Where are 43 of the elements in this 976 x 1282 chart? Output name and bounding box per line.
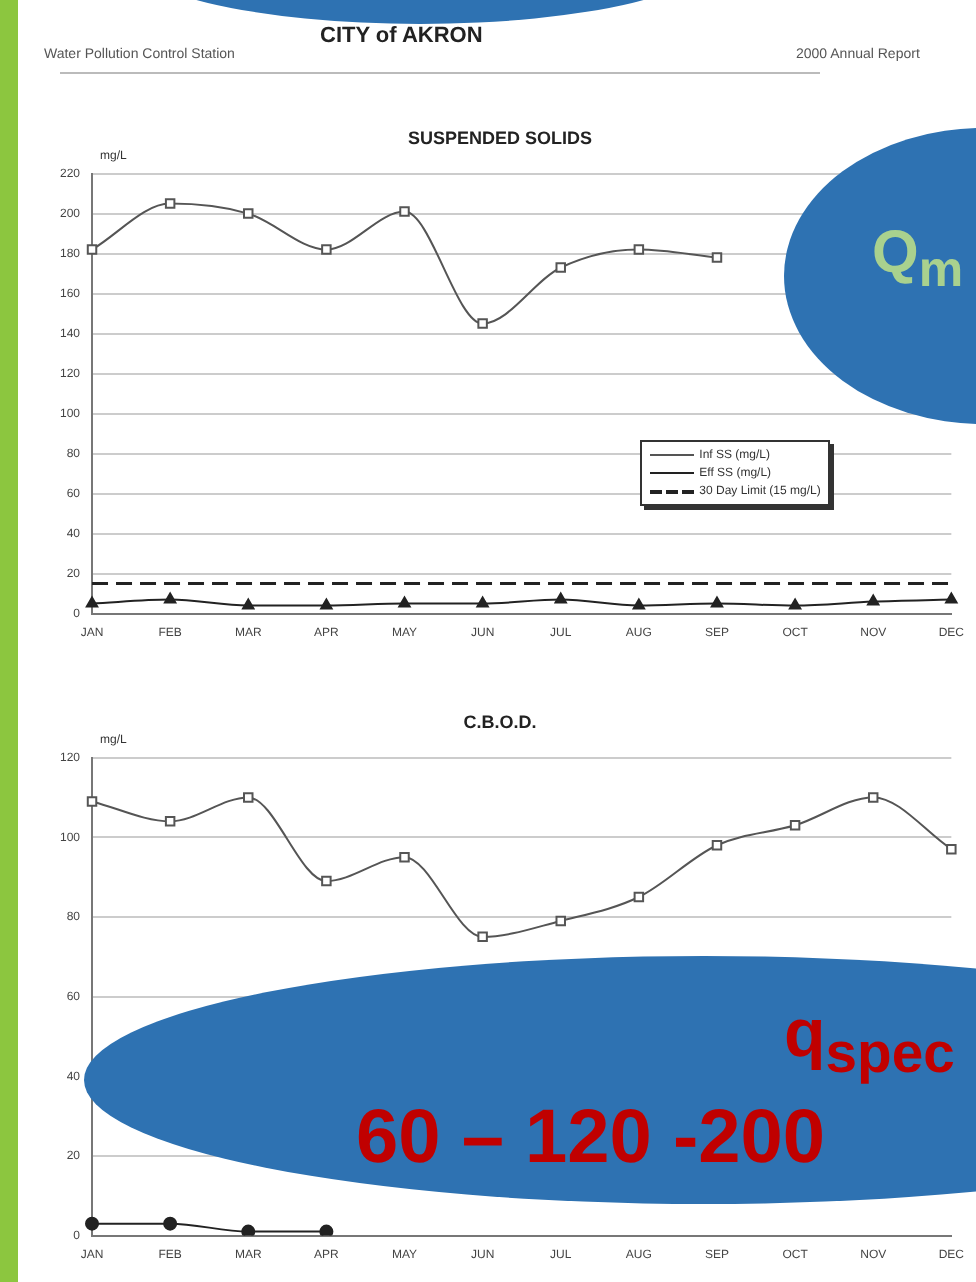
- point: [789, 820, 801, 831]
- chart-title: SUSPENDED SOLIDS: [407, 127, 593, 148]
- point: [867, 594, 880, 606]
- point: [243, 792, 254, 803]
- point: [399, 206, 410, 217]
- point: [945, 592, 958, 604]
- point: [242, 598, 255, 610]
- point: [398, 596, 411, 608]
- point: [477, 931, 488, 943]
- annotation: Q$_{m}$: [872, 220, 964, 298]
- annotation: q$_{spec}$: [784, 996, 955, 1086]
- point: [476, 596, 489, 608]
- point: [555, 915, 566, 927]
- point: [241, 1224, 256, 1236]
- point: [243, 208, 254, 219]
- point: [86, 796, 98, 807]
- point: [711, 839, 723, 851]
- point: [946, 843, 957, 855]
- point: [633, 244, 645, 255]
- point: [711, 252, 723, 263]
- point: [164, 198, 176, 209]
- point: [632, 598, 646, 610]
- point: [633, 891, 645, 903]
- point: [163, 1216, 178, 1231]
- point: [163, 592, 177, 604]
- point: [867, 792, 879, 803]
- point: [319, 1224, 334, 1236]
- point: [555, 262, 566, 273]
- point: [321, 875, 332, 887]
- point: [86, 244, 98, 255]
- point: [320, 598, 333, 610]
- text: CITY of AKRON: [320, 24, 483, 48]
- point: [164, 816, 176, 827]
- point: [477, 318, 488, 329]
- point: [554, 592, 567, 604]
- point: [321, 244, 332, 255]
- annotation: 60 – 120 -200: [356, 1096, 826, 1180]
- point: [85, 1216, 100, 1231]
- point: [788, 598, 802, 610]
- point: [399, 851, 410, 863]
- chart-title: C.B.O.D.: [463, 711, 537, 732]
- point: [85, 596, 99, 608]
- point: [710, 596, 724, 608]
